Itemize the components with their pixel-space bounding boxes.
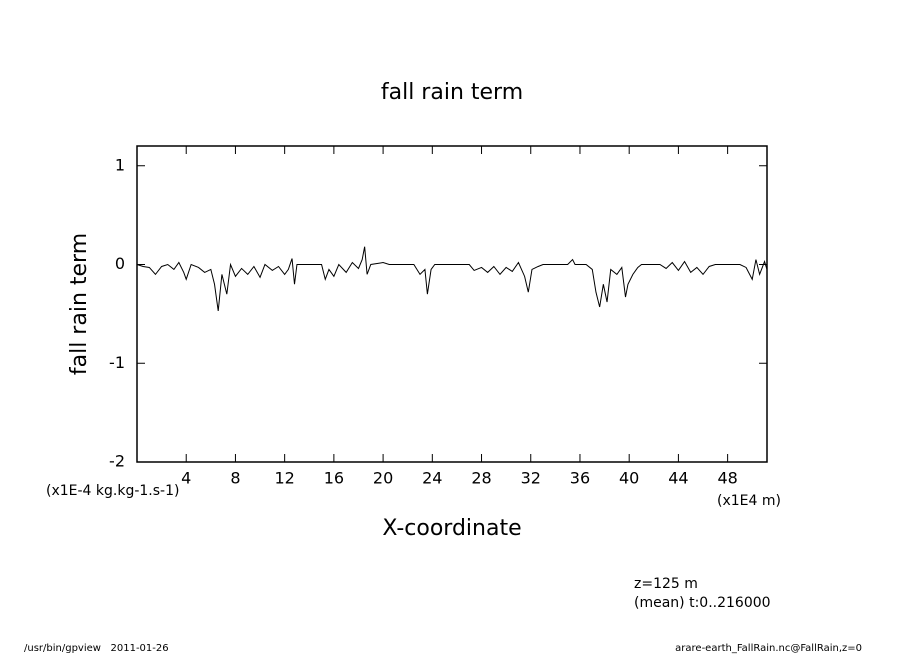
y-tick-label: 1 bbox=[115, 155, 125, 174]
chart-title: fall rain term bbox=[381, 80, 523, 105]
x-tick-label: 8 bbox=[230, 469, 240, 488]
footer-left: /usr/bin/gpview 2011-01-26 bbox=[24, 643, 169, 654]
y-tick-label: 0 bbox=[115, 254, 125, 273]
y-axis-label: fall rain term bbox=[67, 233, 92, 375]
x-tick-label: 48 bbox=[717, 469, 737, 488]
x-tick-label: 36 bbox=[570, 469, 590, 488]
x-tick-label: 24 bbox=[422, 469, 442, 488]
footer-right: arare-earth_FallRain.nc@FallRain,z=0 bbox=[675, 643, 862, 654]
plot-frame bbox=[136, 145, 768, 463]
x-units: (x1E4 m) bbox=[717, 493, 781, 509]
x-tick-label: 16 bbox=[324, 469, 344, 488]
x-tick-label: 12 bbox=[274, 469, 294, 488]
annotation: (mean) t:0..216000 bbox=[634, 595, 771, 611]
x-tick-label: 44 bbox=[668, 469, 688, 488]
x-tick-label: 4 bbox=[181, 469, 191, 488]
y-units: (x1E-4 kg.kg-1.s-1) bbox=[46, 483, 179, 499]
x-tick-label: 20 bbox=[373, 469, 393, 488]
annotation: z=125 m bbox=[634, 576, 698, 592]
x-tick-label: 28 bbox=[471, 469, 491, 488]
y-tick-label: -2 bbox=[109, 452, 125, 471]
x-tick-label: 40 bbox=[619, 469, 639, 488]
x-axis-label: X-coordinate bbox=[382, 516, 521, 541]
x-tick-label: 32 bbox=[521, 469, 541, 488]
y-tick-label: -1 bbox=[109, 353, 125, 372]
data-line bbox=[136, 246, 768, 311]
